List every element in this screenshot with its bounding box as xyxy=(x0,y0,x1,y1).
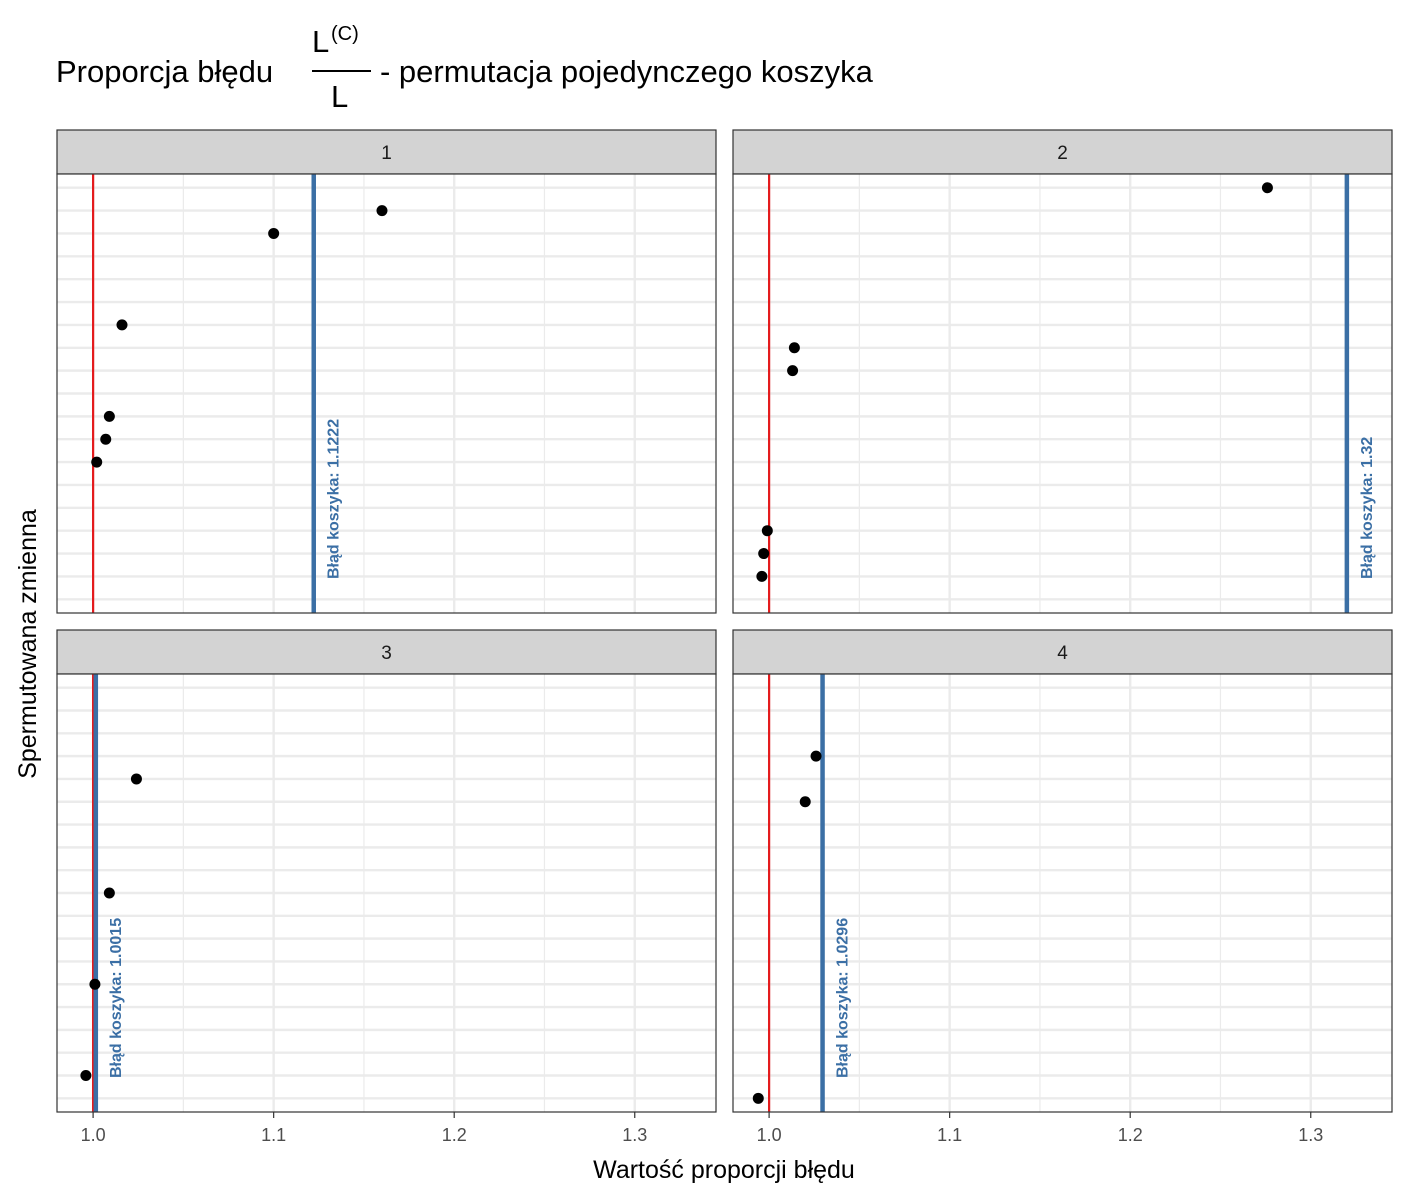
title-denominator: L xyxy=(331,79,348,114)
x-axis-title: Wartość proporcji błędu xyxy=(593,1156,855,1184)
panel-2: 2 Błąd koszyka: 1.32 xyxy=(732,129,1393,614)
facet-strip xyxy=(732,129,1393,175)
x-tick-label: 1.2 xyxy=(442,1125,467,1145)
facet-strip-label: 4 xyxy=(1057,643,1068,664)
data-point xyxy=(89,978,101,990)
data-point xyxy=(810,750,822,762)
title-numerator-sup: (C) xyxy=(331,23,359,45)
data-point xyxy=(130,773,142,785)
x-tick-label: 1.3 xyxy=(1298,1125,1323,1145)
panel-3: 3 Błąd koszyka: 1.0015 1.0 1.1 1.2 1.3 xyxy=(56,629,717,1145)
y-axis-title: Spermutowana zmienna xyxy=(14,509,42,779)
x-tick-label: 1.1 xyxy=(937,1125,962,1145)
x-tick-label: 1.2 xyxy=(1118,1125,1143,1145)
panel-border xyxy=(56,673,717,1113)
facet-strip-label: 2 xyxy=(1057,143,1068,164)
data-point xyxy=(752,1092,764,1104)
data-point xyxy=(103,410,115,422)
x-tick-label: 1.0 xyxy=(757,1125,782,1145)
title-suffix: - permutacja pojedynczego koszyka xyxy=(380,54,874,89)
basket-error-label: Błąd koszyka: 1.0015 xyxy=(108,918,125,1078)
x-tick-label: 1.3 xyxy=(622,1125,647,1145)
panel-1: 1 Błąd koszyka: 1.1222 xyxy=(56,129,717,614)
panel-4: 4 Błąd koszyka: 1.0296 1.0 1.1 1.2 1.3 xyxy=(732,629,1393,1145)
facet-strip xyxy=(56,629,717,675)
facet-strip-label: 3 xyxy=(381,643,392,664)
title-prefix: Proporcja błędu xyxy=(56,54,273,89)
panel-border xyxy=(732,673,1393,1113)
data-point xyxy=(788,342,800,354)
chart-title: Proporcja błędu L (C) L - permutacja poj… xyxy=(56,23,874,114)
x-tick-label: 1.1 xyxy=(261,1125,286,1145)
title-numerator: L xyxy=(312,24,329,59)
data-point xyxy=(376,205,388,217)
panel-border xyxy=(732,173,1393,614)
data-point xyxy=(758,548,770,560)
data-point xyxy=(103,887,115,899)
x-tick-label: 1.0 xyxy=(81,1125,106,1145)
data-point xyxy=(1261,182,1273,194)
basket-error-label: Błąd koszyka: 1.0296 xyxy=(835,918,852,1078)
data-point xyxy=(761,525,773,537)
data-point xyxy=(100,433,112,445)
data-point xyxy=(80,1070,92,1081)
data-point xyxy=(268,227,280,239)
facet-panels: 1 Błąd koszyka: 1.1222 2 Błąd koszyka: 1.32… xyxy=(56,129,1393,1145)
panel-border xyxy=(56,173,717,614)
data-point xyxy=(116,319,128,331)
data-point xyxy=(799,796,811,808)
data-point xyxy=(756,570,768,582)
basket-error-label: Błąd koszyka: 1.32 xyxy=(1359,437,1376,579)
basket-error-label: Błąd koszyka: 1.1222 xyxy=(326,419,343,579)
data-point xyxy=(91,456,103,468)
data-point xyxy=(787,365,799,377)
facet-strip-label: 1 xyxy=(381,143,392,164)
